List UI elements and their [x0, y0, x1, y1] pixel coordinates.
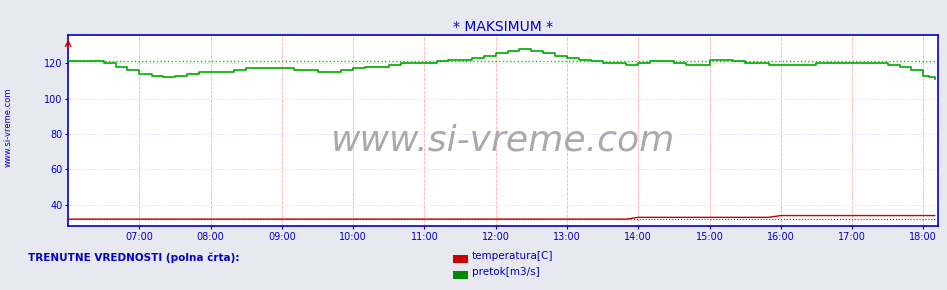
Text: temperatura[C]: temperatura[C]: [472, 251, 553, 261]
Text: www.si-vreme.com: www.si-vreme.com: [331, 123, 675, 157]
Text: www.si-vreme.com: www.si-vreme.com: [4, 88, 13, 167]
Title: * MAKSIMUM *: * MAKSIMUM *: [453, 20, 553, 34]
Text: TRENUTNE VREDNOSTI (polna črta):: TRENUTNE VREDNOSTI (polna črta):: [28, 253, 240, 263]
Text: pretok[m3/s]: pretok[m3/s]: [472, 267, 540, 277]
